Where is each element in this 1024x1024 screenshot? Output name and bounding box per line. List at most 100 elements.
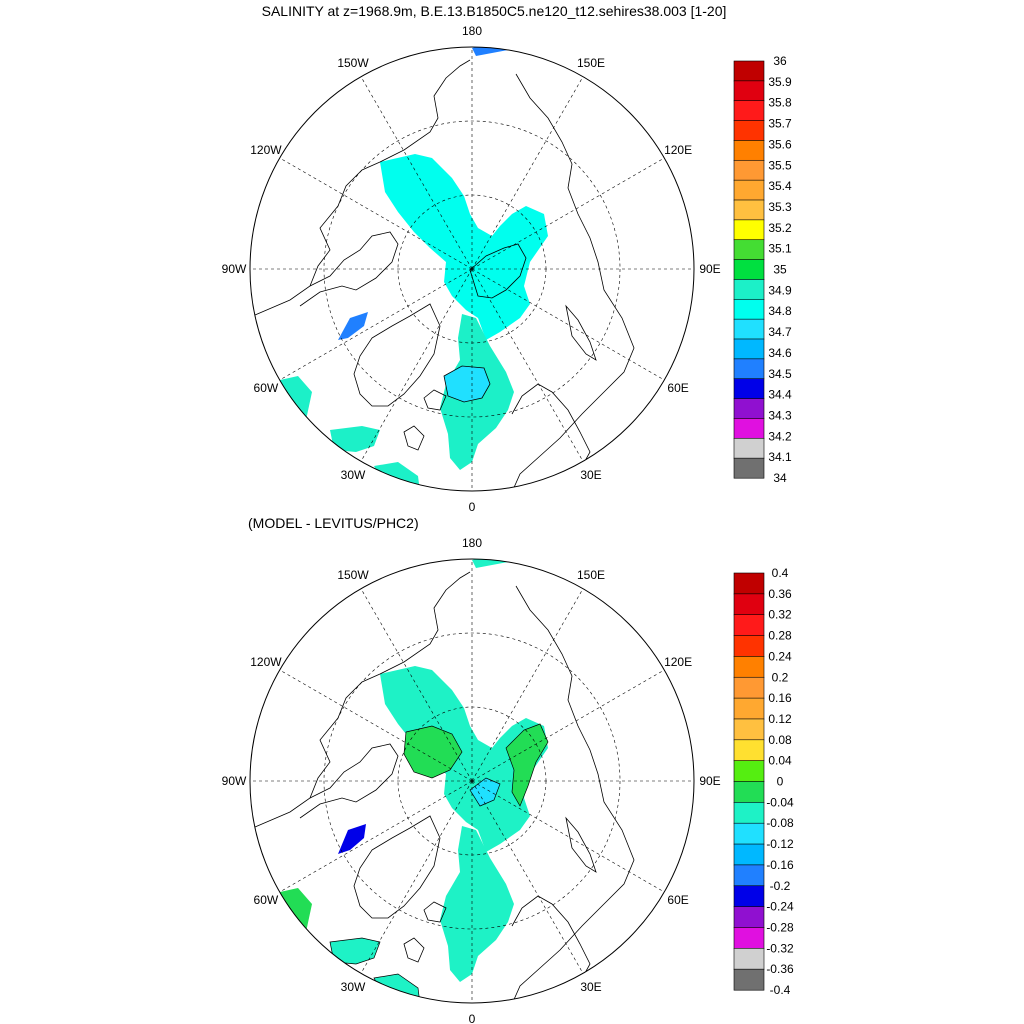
britain-coast: [403, 937, 425, 963]
meridian-line: [471, 268, 584, 462]
colorbar-swatch: [733, 437, 765, 459]
longitude-label: 120E: [664, 655, 692, 669]
colorbar-tick-label: 34.6: [768, 346, 792, 360]
north-atlantic-diff-fill-1: [329, 937, 381, 965]
colorbar-tick-label: 34: [773, 471, 787, 485]
colorbar-tick-label: -0.24: [766, 900, 794, 914]
graticule: [250, 559, 694, 1003]
meridian-line: [471, 268, 665, 381]
difference-map-body: [250, 559, 694, 1003]
baffin-bay-diff-fill: [338, 824, 366, 854]
colorbar-swatch: [733, 718, 765, 741]
longitude-label: 90W: [222, 262, 247, 276]
colorbar-tick-label: 34.1: [768, 450, 792, 464]
colorbar-tick-label: 35.4: [768, 179, 792, 193]
labrador-sea-diff-fill: [280, 888, 312, 932]
north-america-coast: [254, 571, 471, 828]
salinity-map-panel: 180 150E 120E 90E 60E 30E 0 30W 60W 90W 120W 150W: [222, 24, 721, 514]
north-atlantic-fill-2: [374, 462, 420, 491]
colorbar-swatch: [733, 298, 765, 320]
colorbar-tick-label: 35.1: [768, 242, 792, 256]
nordic-seas-diff-fill: [440, 826, 514, 982]
longitude-label: 90W: [222, 774, 247, 788]
colorbar-swatch: [733, 140, 765, 161]
colorbar-tick-label: 35.3: [768, 200, 792, 214]
meridian-line: [360, 780, 473, 974]
colorbar-tick-label: 0.04: [768, 754, 792, 768]
colorbar-swatch: [733, 572, 765, 595]
colorbar-swatch: [733, 760, 765, 783]
colorbar-swatch: [733, 739, 765, 762]
difference-fill-layer: [280, 559, 549, 1003]
longitude-label: 180: [462, 24, 482, 38]
longitude-label: 150E: [577, 568, 605, 582]
meridian-line: [471, 780, 665, 893]
colorbar-tick-label: 0.24: [768, 649, 792, 663]
longitude-label: 150W: [337, 568, 369, 582]
difference-map-panel: 180 150E 120E 90E 60E 30E 0 30W 60W 90W 120W 150W: [222, 536, 721, 1024]
colorbar-tick-label: 36: [773, 54, 787, 68]
longitude-label: 60W: [254, 893, 279, 907]
north-america-coast: [254, 59, 471, 316]
eurasian-basin-core-fill: [469, 243, 527, 299]
novaya-zemlya-coast: [565, 304, 597, 361]
colorbar-swatch: [733, 179, 765, 201]
map-boundary: [249, 46, 695, 492]
colorbar-tick-label: -0.4: [770, 983, 791, 997]
colorbar-swatch: [733, 885, 765, 908]
colorbar-tick-label: 0.32: [768, 608, 792, 622]
colorbar-swatch: [733, 199, 765, 221]
longitude-label: 150E: [577, 56, 605, 70]
colorbar-swatch: [733, 60, 765, 82]
meridian-line: [360, 588, 473, 782]
colorbar-swatch: [733, 159, 765, 181]
britain-coast: [403, 425, 425, 451]
colorbar-tick-label: 0: [777, 775, 784, 789]
longitude-label: 120W: [250, 143, 282, 157]
longitude-label: 0: [469, 1012, 476, 1024]
bering-sea-fill: [472, 47, 508, 56]
colorbar-swatch: [733, 843, 765, 866]
colorbar-swatch: [733, 802, 765, 824]
longitude-label: 0: [469, 500, 476, 514]
north-atlantic-diff-fill-2: [373, 973, 421, 1003]
difference-colorbar: 0.4 0.36 0.32 0.28 0.24 0.2 0.16 0.12 0.08 0.04 0 -…: [733, 566, 794, 997]
longitude-label: 60E: [667, 381, 688, 395]
canada-archipelago-coast: [299, 743, 399, 819]
novaya-zemlya-coast: [565, 816, 597, 873]
colorbar-swatch: [733, 259, 765, 280]
colorbar-tick-label: 35: [773, 263, 787, 277]
colorbar-tick-label: 34.2: [768, 429, 792, 443]
colorbar-swatch: [733, 418, 765, 439]
salinity-map-body: [250, 47, 694, 491]
meridian-line: [279, 669, 473, 782]
meridian-line: [360, 268, 473, 462]
colorbar-tick-label: 0.4: [772, 566, 789, 580]
colorbar-swatch: [733, 398, 765, 419]
colorbar-tick-label: 0.08: [768, 733, 792, 747]
eurasian-basin-diff-rim: [505, 723, 549, 807]
colorbar-tick-label: 34.9: [768, 283, 792, 297]
meridian-line: [471, 157, 665, 270]
greenland-coast: [353, 303, 441, 407]
latitude-circle-70: [323, 632, 621, 930]
figure-title: SALINITY at z=1968.9m, B.E.13.B1850C5.ne…: [262, 3, 727, 19]
colorbar-tick-label: 0.12: [768, 712, 792, 726]
eurasia-coast: [511, 73, 635, 491]
graticule: [250, 47, 694, 491]
colorbar-swatch: [733, 822, 765, 845]
meridian-line: [471, 780, 584, 974]
colorbar-tick-label: 0.16: [768, 691, 792, 705]
colorbar-swatch: [733, 781, 765, 803]
meridian-line: [471, 588, 584, 782]
colorbar-swatch: [733, 219, 765, 241]
longitude-label: 30W: [341, 468, 366, 482]
longitude-label: 60W: [254, 381, 279, 395]
colorbar-tick-label: 0.2: [772, 670, 789, 684]
colorbar-swatch: [733, 906, 765, 928]
colorbar-tick-label: 35.2: [768, 221, 792, 235]
canada-archipelago-coast: [299, 231, 399, 307]
meridian-line: [279, 268, 473, 381]
colorbar-swatch: [733, 279, 765, 300]
colorbar-swatch: [733, 968, 765, 991]
